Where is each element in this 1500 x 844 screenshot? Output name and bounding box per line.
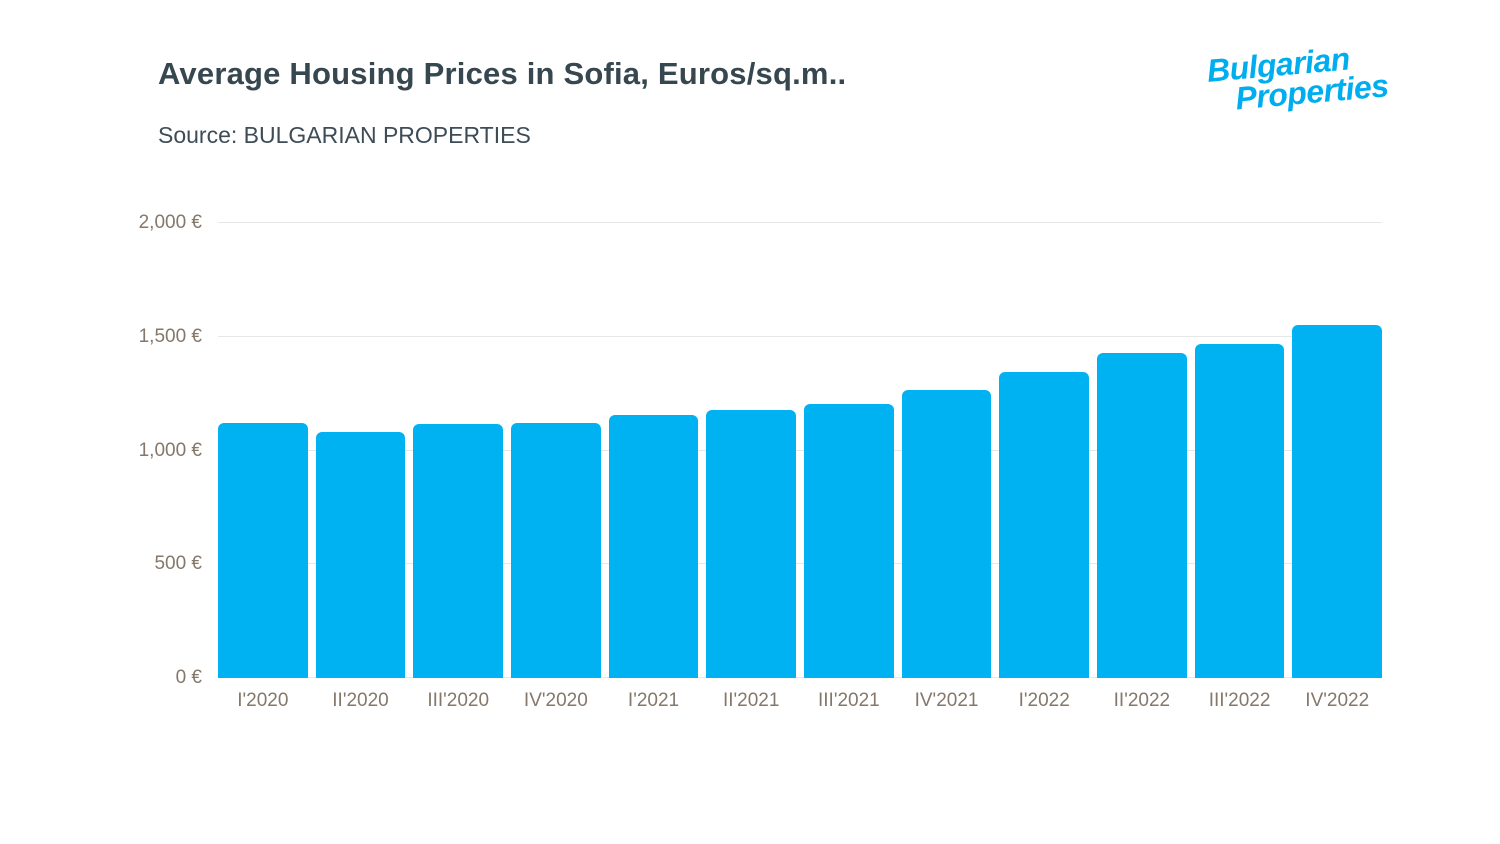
bar-I'2022 [999, 372, 1090, 678]
bar-slot [1292, 223, 1383, 678]
bar-slot [608, 223, 699, 678]
x-axis-tick-label: III'2020 [427, 690, 490, 711]
bar-III'2022 [1194, 343, 1285, 678]
y-axis-tick-label: 2,000 € [138, 212, 202, 233]
bar-II'2020 [315, 432, 406, 678]
gridline [218, 449, 1382, 451]
bar-slot [706, 223, 797, 678]
bar-slot [315, 223, 406, 678]
chart-source: Source: BULGARIAN PROPERTIES [158, 122, 531, 148]
bar-II'2022 [1097, 352, 1187, 678]
gridline [218, 222, 1382, 223]
chart-title: Average Housing Prices in Sofia, Euros/s… [158, 56, 847, 91]
gridline [218, 677, 1382, 678]
y-axis-tick-label: 1,000 € [138, 439, 202, 461]
y-axis-tick-label: 1,500 € [138, 325, 202, 347]
bar-slot [1097, 223, 1187, 678]
x-axis-tick-label: II'2021 [722, 690, 780, 711]
bulgarian-properties-logo: Bulgarian Properties [1205, 40, 1389, 116]
bar-IV'2020 [511, 423, 601, 678]
y-axis-tick-label: 500 € [154, 553, 202, 575]
bar-I'2021 [608, 415, 699, 678]
bar-III'2021 [804, 403, 894, 678]
bar-III'2020 [413, 424, 504, 678]
bar-IV'2021 [901, 390, 992, 678]
bar-slot [511, 223, 601, 678]
bar-slot [804, 223, 894, 678]
x-axis-tick-label: IV'2020 [523, 690, 588, 711]
bar-IV'2022 [1292, 325, 1383, 678]
bar-II'2021 [706, 409, 797, 678]
bar-chart: 0 € 500 € 1,000 € 1,500 € 2,000 € I'2020 II'2… [139, 212, 1383, 711]
bar-slot [413, 223, 504, 678]
x-axis-tick-label: II'2022 [1113, 690, 1171, 711]
bar-I'2020 [218, 423, 308, 678]
x-axis-tick-label: I'2020 [237, 690, 289, 711]
x-axis-tick-label: I'2021 [627, 690, 680, 711]
bar-slot [901, 223, 992, 678]
x-axis-tick-label: IV'2022 [1305, 690, 1370, 711]
bar-slot [1194, 223, 1285, 678]
bar-slot [999, 223, 1090, 678]
bars [218, 223, 1383, 678]
x-axis-tick-label: II'2020 [332, 690, 389, 711]
x-axis-tick-label: III'2022 [1208, 690, 1271, 711]
bar-slot [218, 223, 308, 678]
y-axis-tick-label: 0 € [175, 667, 202, 688]
gridline [218, 335, 1382, 337]
x-axis-labels: I'2020 II'2020 III'2020 IV'2020 I'2021 II'202… [218, 690, 1382, 712]
x-axis-tick-label: III'2021 [818, 690, 880, 711]
plot-area: 0 € 500 € 1,000 € 1,500 € 2,000 € [139, 212, 1382, 688]
gridline [218, 563, 1382, 565]
x-axis-tick-label: I'2022 [1018, 690, 1070, 711]
x-axis-tick-label: IV'2021 [914, 690, 979, 711]
